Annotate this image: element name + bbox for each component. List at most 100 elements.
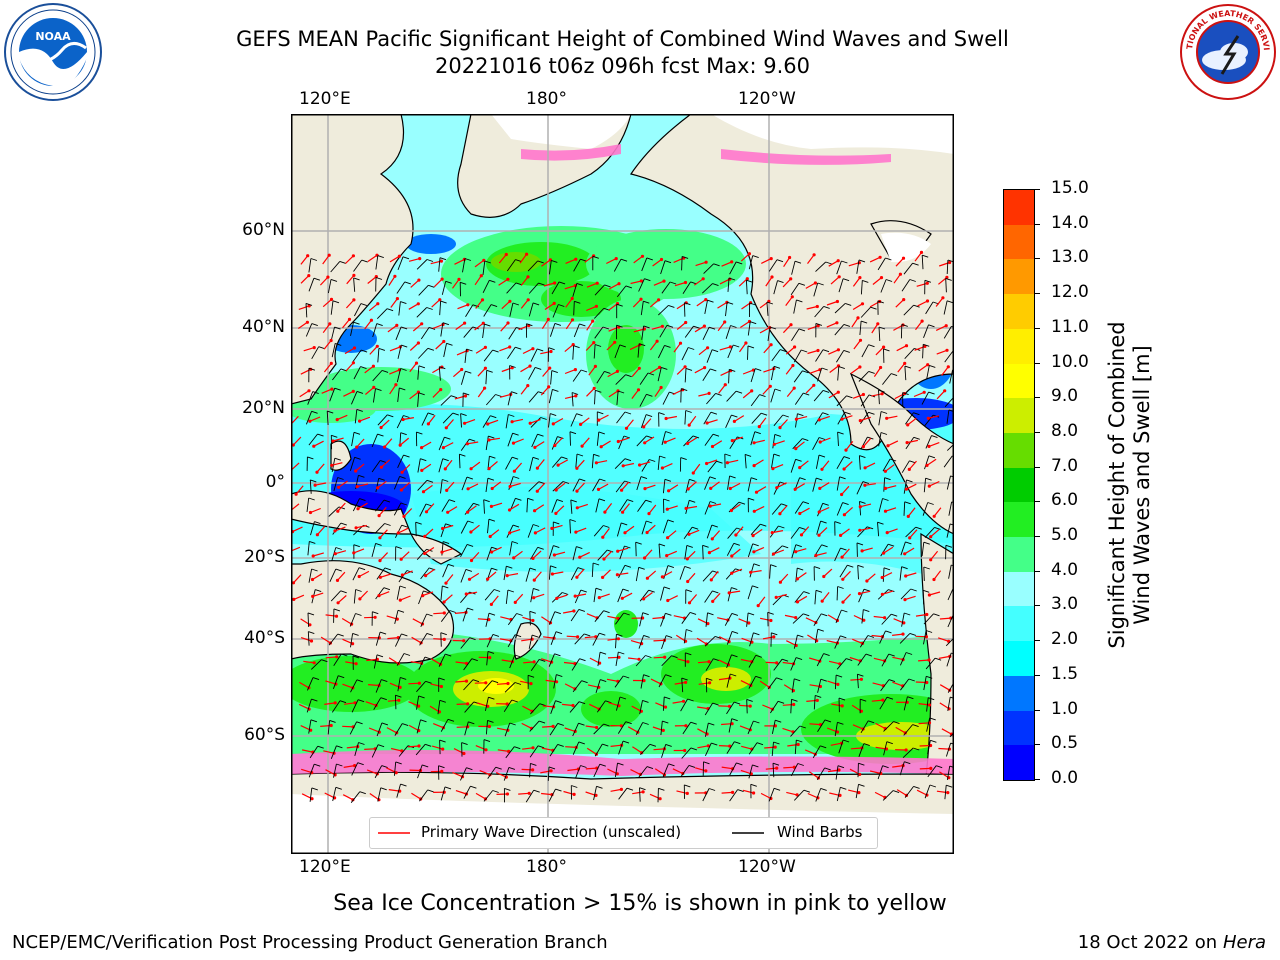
wave-direction-arrow	[808, 771, 819, 779]
wind-barb-flag	[553, 521, 560, 525]
wave-direction-arrow	[607, 638, 619, 641]
wind-barb-flag	[667, 565, 675, 569]
wave-direction-arrow	[577, 503, 588, 509]
wave-direction-arrow	[668, 484, 679, 492]
wave-direction-arrowhead	[351, 389, 355, 393]
wave-direction-arrowhead	[662, 279, 666, 283]
wind-barb	[946, 766, 951, 780]
wave-direction-arrow	[564, 369, 576, 375]
wave-direction-arrowhead	[798, 466, 802, 470]
wind-barb-flag	[815, 322, 823, 326]
wind-barb-flag	[882, 498, 889, 501]
wind-barb-flag	[308, 497, 315, 501]
wind-barb	[373, 654, 378, 669]
wave-direction-arrow	[618, 437, 629, 443]
wave-direction-arrow	[652, 259, 662, 267]
wave-direction-arrow	[471, 551, 480, 561]
wind-barb-flag	[668, 763, 675, 767]
wind-barb-flag	[680, 457, 687, 461]
wind-barb	[639, 700, 643, 715]
wave-direction-arrowhead	[511, 441, 516, 445]
wind-barb	[639, 612, 644, 627]
colorbar-tick-mark	[1034, 258, 1040, 260]
wind-barb-flag	[426, 613, 433, 617]
wave-direction-arrowhead	[329, 361, 333, 365]
wind-barb-flag	[846, 395, 853, 399]
wave-direction-arrow	[429, 705, 440, 713]
wind-barb	[573, 301, 575, 316]
wave-direction-arrowhead	[315, 470, 319, 474]
wind-barb	[569, 701, 580, 713]
wave-direction-arrowhead	[639, 279, 643, 283]
wave-direction-arrowhead	[400, 573, 404, 577]
wave-direction-arrow	[606, 258, 617, 265]
wind-barb	[813, 613, 822, 627]
wind-barb	[877, 765, 884, 780]
wind-barb-flag	[797, 567, 804, 571]
wave-direction-arrowhead	[841, 577, 845, 581]
wave-direction-arrowhead	[310, 577, 315, 582]
wave-direction-arrow	[346, 746, 358, 749]
wind-barb	[772, 434, 776, 449]
wind-barb	[834, 324, 845, 336]
wind-barb-flag	[490, 415, 497, 419]
wind-barb	[683, 629, 687, 644]
wind-barb	[880, 279, 887, 293]
wind-barb-flag	[426, 259, 434, 262]
wind-barb-flag	[624, 564, 632, 568]
wave-direction-arrow	[456, 703, 468, 705]
wave-direction-arrow	[522, 705, 533, 712]
wave-direction-arrowhead	[580, 444, 584, 448]
sea-ice	[291, 144, 954, 776]
wind-barb-flag	[902, 392, 909, 396]
wind-barb	[704, 300, 708, 314]
wind-barb-flag	[487, 477, 495, 481]
wave-direction-legend-line	[378, 832, 410, 834]
wave-direction-arrowhead	[641, 790, 645, 794]
wave-direction-arrow	[325, 769, 336, 776]
wave-direction-arrow	[584, 636, 596, 639]
wind-barb	[593, 344, 596, 359]
wave-direction-arrowhead	[905, 441, 909, 445]
wave-direction-arrow	[345, 255, 354, 264]
wave-direction-arrowhead	[440, 550, 444, 554]
wave-direction-arrowhead	[922, 390, 926, 394]
wave-direction-arrowhead	[655, 339, 659, 343]
wind-barb	[463, 679, 474, 691]
wave-direction-arrowhead	[822, 574, 826, 579]
wind-barb-flag	[339, 700, 347, 704]
wave-direction-arrowhead	[840, 704, 844, 708]
vector-field	[291, 250, 954, 803]
wind-barb-flag	[665, 635, 673, 639]
wave-direction-arrow	[446, 481, 455, 491]
wind-barb	[858, 589, 865, 603]
colorbar-segment	[1004, 398, 1034, 433]
wind-barb	[591, 454, 594, 469]
wave-direction-arrow	[488, 461, 498, 470]
wind-barb-flag	[862, 279, 869, 283]
wave-direction-arrow	[697, 706, 709, 710]
wind-barb	[660, 613, 666, 627]
wave-direction-arrow	[359, 590, 369, 600]
wave-direction-arrow	[762, 704, 773, 710]
wind-barb-flag	[946, 784, 953, 788]
wave-direction-arrow	[345, 299, 355, 309]
wind-barb	[639, 787, 641, 802]
wind-barb	[662, 519, 669, 534]
map-frame	[291, 114, 954, 854]
wind-barb	[443, 343, 447, 358]
wind-barb	[726, 673, 731, 688]
wind-barb	[641, 257, 648, 272]
wave-direction-arrow	[499, 393, 511, 398]
wind-barb-flag	[352, 632, 359, 636]
wind-barb-flag	[777, 280, 784, 284]
wind-barb	[504, 682, 516, 693]
wind-barb-flag	[514, 746, 521, 750]
wind-barb	[593, 307, 605, 319]
wave-direction-arrow	[928, 415, 940, 419]
wave-direction-arrow	[742, 789, 754, 794]
wave-direction-arrow	[541, 658, 552, 663]
wave-direction-arrow	[337, 595, 347, 604]
wind-barb	[525, 789, 535, 803]
wave-direction-arrowhead	[708, 681, 712, 685]
